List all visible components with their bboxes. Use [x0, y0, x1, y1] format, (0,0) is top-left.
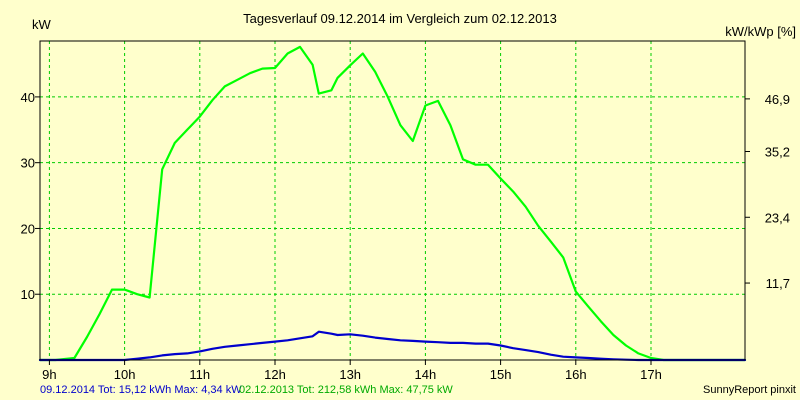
plot-frame [39, 40, 746, 361]
y-tick-label-right: 46,9 [765, 92, 790, 107]
y-tick-label-left: 40 [21, 90, 35, 105]
y-tick-label-right: 23,4 [765, 210, 790, 225]
y-tick-label-left: 10 [21, 287, 35, 302]
footer-stats-2013: 02.12.2013 Tot: 212,58 kWh Max: 47,75 kW [239, 384, 453, 396]
x-tick-label: 14h [415, 367, 437, 382]
x-tick-label: 13h [339, 367, 361, 382]
x-tick-label: 16h [565, 367, 587, 382]
footer-credit: SunnyReport pinxit [703, 384, 796, 396]
x-tick-label: 10h [114, 367, 136, 382]
y-axis-label-left: kW [32, 17, 52, 32]
footer-stats-2014: 09.12.2014 Tot: 15,12 kWh Max: 4,34 kW [40, 384, 242, 396]
y-tick-label-right: 11,7 [766, 276, 790, 291]
x-tick-label: 11h [189, 367, 210, 382]
y-tick-label-left: 30 [21, 156, 35, 171]
grid-layer [40, 41, 745, 360]
tick-layer: 9h 10h 11h 12h 13h 14h 15h 16h 17h 10 20 30 40 11,7 23… [21, 90, 790, 382]
x-tick-label: 12h [264, 367, 286, 382]
series-line-09-12-2014 [38, 330, 747, 362]
x-tick-label: 9h [42, 367, 56, 382]
y-tick-label-left: 20 [21, 221, 35, 236]
series-line-02-12-2013 [38, 45, 747, 362]
chart-title: Tagesverlauf 09.12.2014 im Vergleich zum… [243, 11, 557, 26]
series-layer [38, 45, 747, 362]
y-axis-label-right: kW/kWp [%] [725, 24, 796, 39]
y-tick-label-right: 35,2 [765, 144, 790, 159]
x-tick-label: 15h [490, 367, 512, 382]
x-tick-label: 17h [640, 367, 662, 382]
